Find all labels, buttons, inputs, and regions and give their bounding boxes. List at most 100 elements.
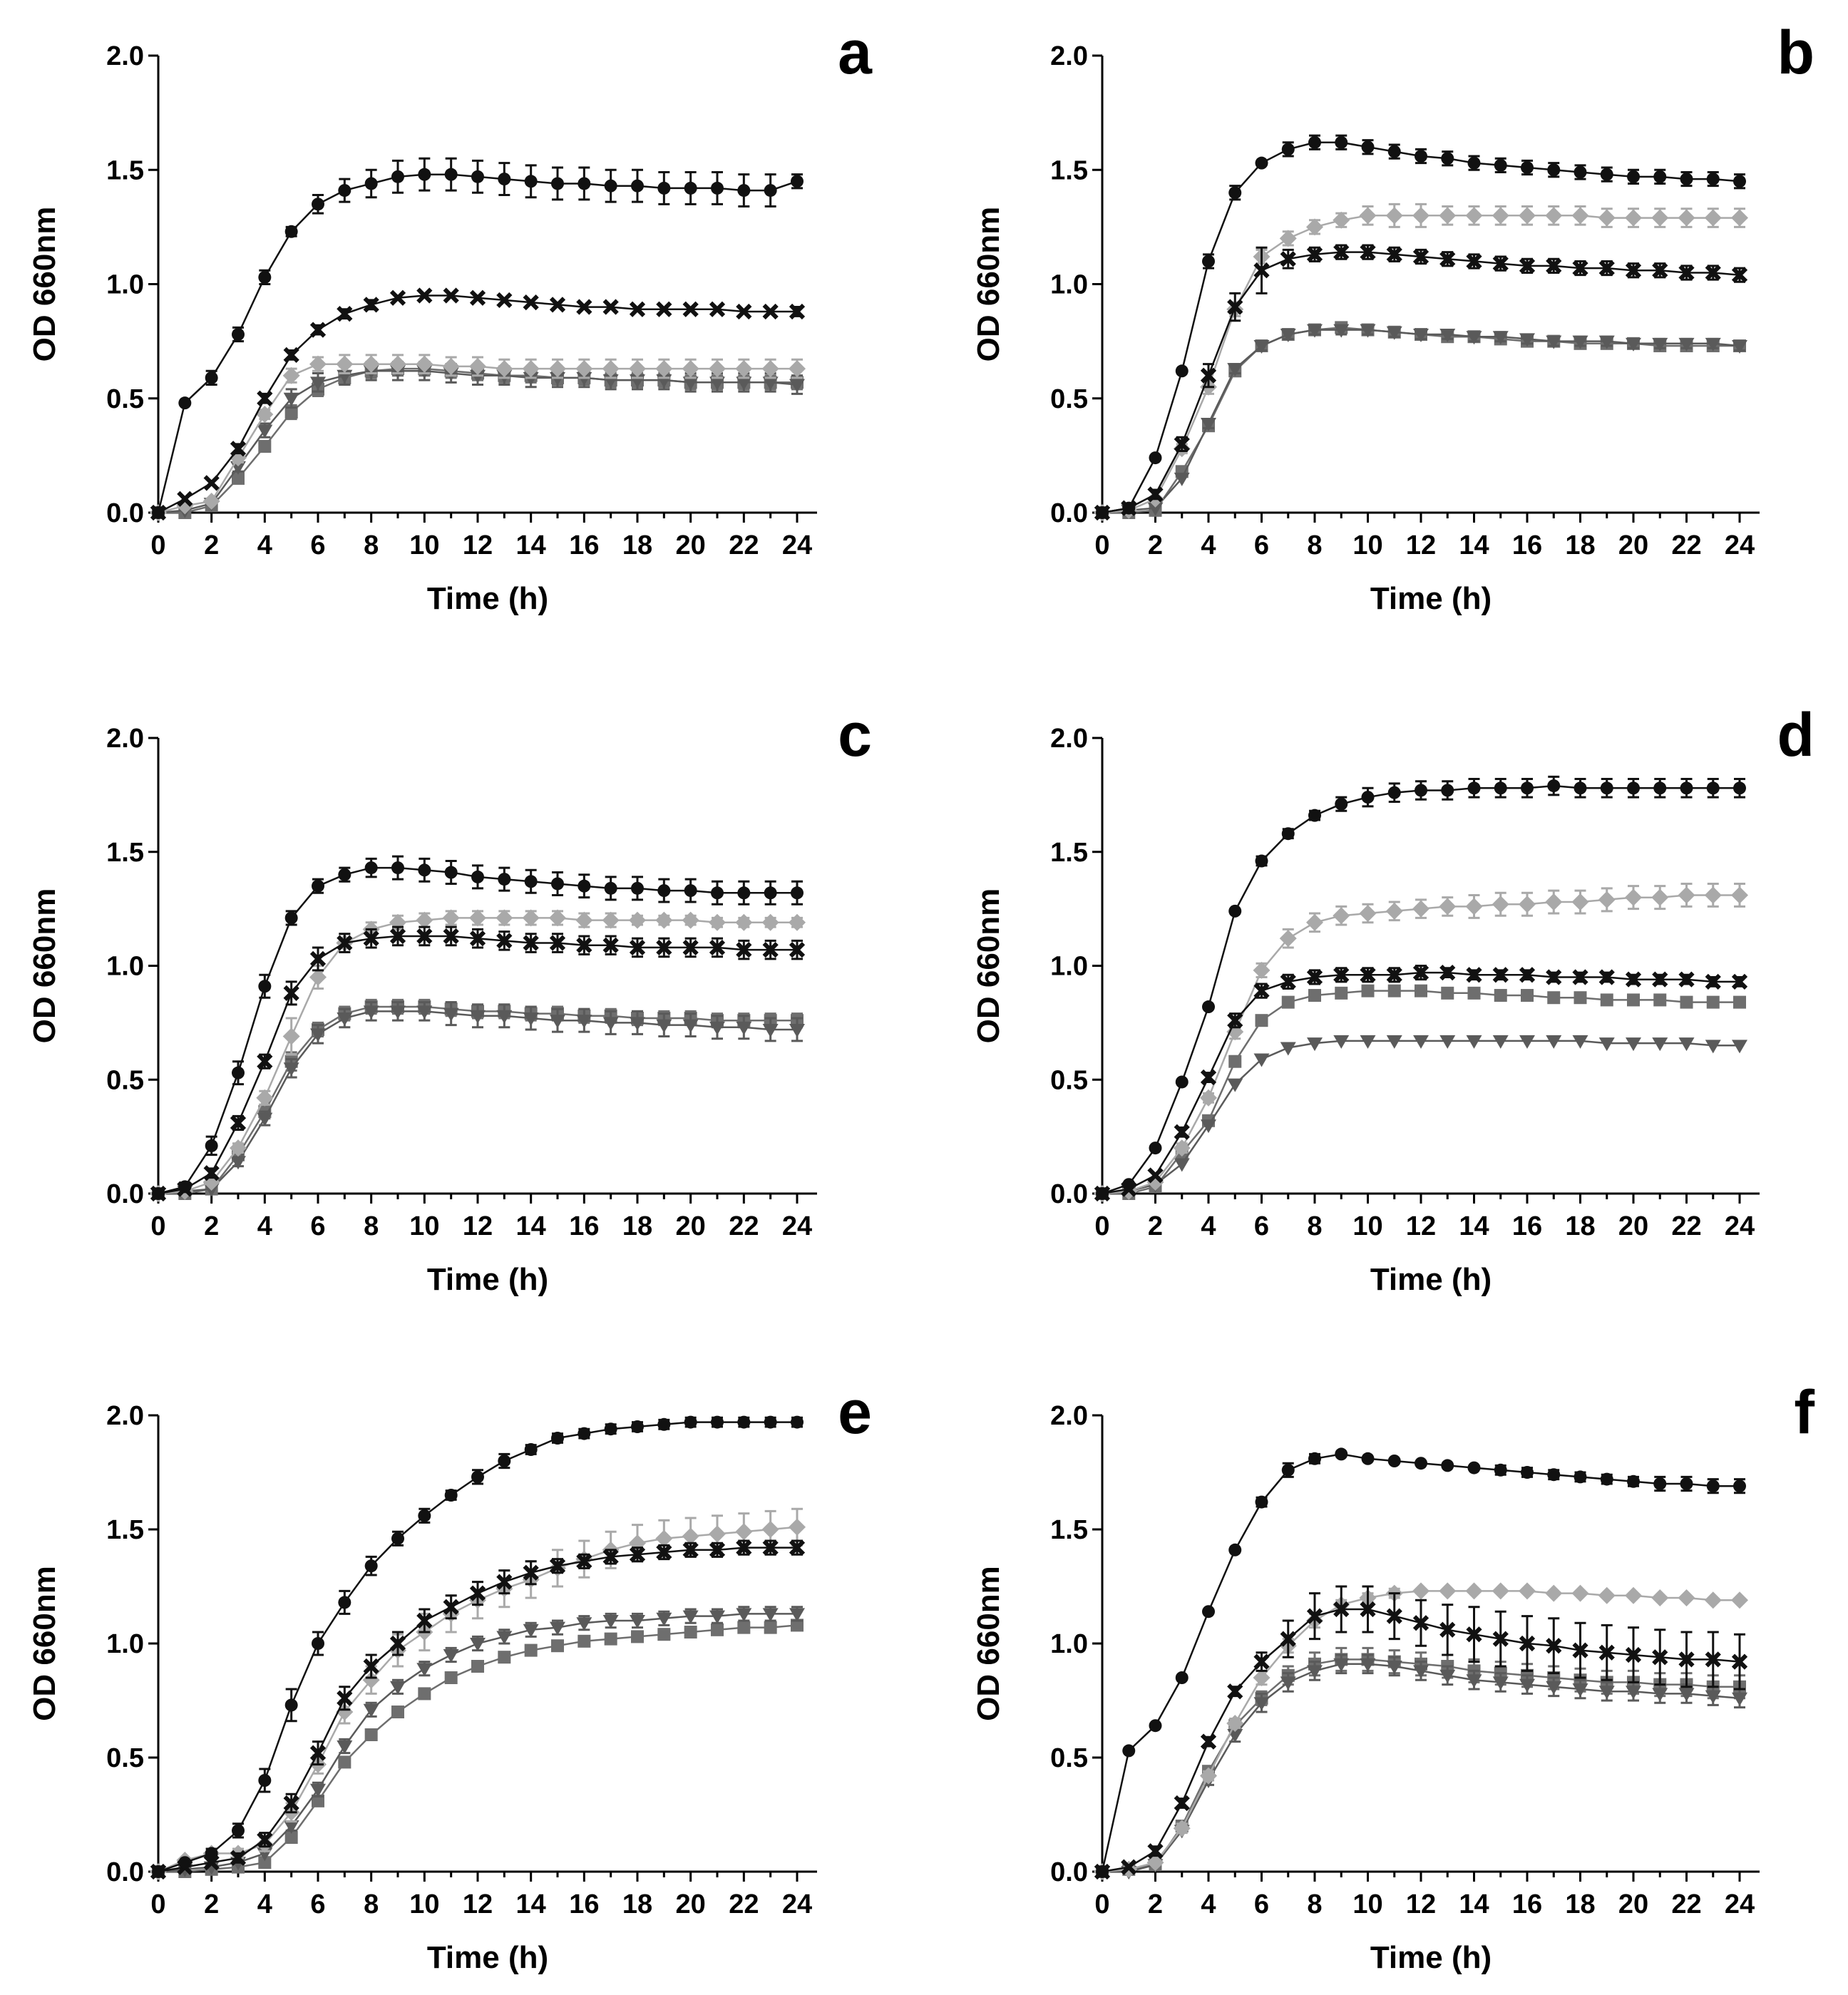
data-point xyxy=(762,1539,779,1556)
data-point xyxy=(761,360,779,378)
data-point xyxy=(230,441,247,457)
data-point xyxy=(789,360,806,378)
data-point xyxy=(471,1470,484,1484)
data-point xyxy=(1174,472,1190,486)
data-point xyxy=(1547,779,1561,793)
data-point xyxy=(1335,797,1348,811)
data-point xyxy=(1547,163,1561,177)
x-axis-title: Time (h) xyxy=(1370,1940,1492,1975)
x-tick-label: 16 xyxy=(1512,530,1542,560)
y-tick-label: 2.0 xyxy=(1050,724,1088,754)
data-point xyxy=(469,357,486,375)
data-point xyxy=(735,913,753,931)
data-point xyxy=(524,875,538,888)
data-point xyxy=(1281,143,1295,156)
data-point xyxy=(1386,1661,1402,1674)
data-point xyxy=(578,879,591,893)
y-tick-label: 0.0 xyxy=(1050,1857,1088,1887)
data-point xyxy=(630,1615,645,1629)
data-point xyxy=(1733,995,1746,1009)
series-series-2 xyxy=(150,925,806,1202)
data-point xyxy=(1255,854,1268,868)
x-tick-label: 12 xyxy=(1406,530,1436,560)
data-point xyxy=(522,360,540,378)
data-point xyxy=(202,492,220,510)
data-point xyxy=(631,881,644,895)
data-point xyxy=(631,1630,644,1643)
data-point xyxy=(1308,809,1321,822)
data-point xyxy=(629,911,646,929)
panel-letter: c xyxy=(838,701,872,769)
data-point xyxy=(789,1023,805,1037)
data-point xyxy=(629,360,646,378)
chart-panel-e: 0.00.51.01.52.00 2 4 6 8 10 12 14 16 18 20 22 24Time… xyxy=(27,1378,872,1975)
data-point xyxy=(337,1690,353,1706)
panel-letter: e xyxy=(838,1378,872,1447)
y-tick-label: 0.5 xyxy=(1050,1743,1088,1773)
data-point xyxy=(1149,1142,1162,1155)
data-point xyxy=(1306,913,1323,931)
panel-letter: f xyxy=(1794,1378,1814,1447)
data-point xyxy=(576,1617,592,1631)
data-point xyxy=(442,357,460,375)
data-point xyxy=(1200,1089,1217,1107)
data-point xyxy=(364,1728,378,1741)
data-point xyxy=(309,1745,327,1761)
x-tick-label: 24 xyxy=(1725,530,1755,560)
data-point xyxy=(1494,158,1507,172)
data-point xyxy=(1494,1463,1507,1477)
data-point xyxy=(1494,781,1507,795)
data-point xyxy=(711,886,724,900)
data-point xyxy=(1307,1665,1323,1679)
x-tick-label: 16 xyxy=(569,1211,599,1241)
data-point xyxy=(391,170,404,183)
data-point xyxy=(1521,161,1534,175)
data-point xyxy=(709,360,726,378)
x-tick-label: 18 xyxy=(622,530,652,560)
data-point xyxy=(1492,1631,1509,1647)
y-axis-title: OD 660nm xyxy=(971,1566,1006,1721)
x-tick-label: 20 xyxy=(1618,530,1648,560)
x-tick-label: 20 xyxy=(1618,1211,1648,1241)
data-point xyxy=(1386,246,1402,262)
data-point xyxy=(1704,1591,1722,1609)
data-point xyxy=(657,884,671,898)
data-point xyxy=(709,1542,726,1558)
data-point xyxy=(443,1599,459,1615)
data-point xyxy=(682,1610,699,1624)
data-point xyxy=(736,303,752,320)
data-point xyxy=(1627,1475,1640,1488)
x-tick-label: 10 xyxy=(1352,1211,1382,1241)
data-point xyxy=(1333,907,1350,925)
data-point xyxy=(1546,1638,1562,1654)
data-point xyxy=(257,1053,273,1070)
data-point xyxy=(1652,1037,1668,1052)
data-point xyxy=(389,928,406,945)
data-point xyxy=(1412,1582,1429,1600)
data-point xyxy=(1201,1119,1216,1134)
data-point xyxy=(177,491,193,507)
data-point xyxy=(496,1574,513,1590)
data-point xyxy=(230,1850,247,1866)
data-point xyxy=(1678,209,1695,227)
y-tick-label: 2.0 xyxy=(1050,41,1088,71)
data-point xyxy=(470,1638,486,1651)
data-point xyxy=(549,297,566,313)
data-point xyxy=(1333,244,1350,260)
data-point xyxy=(1200,367,1217,384)
data-point xyxy=(1412,964,1429,981)
data-point xyxy=(1413,1665,1429,1679)
data-point xyxy=(1705,973,1721,990)
data-point xyxy=(1706,781,1720,795)
data-point xyxy=(1147,486,1164,503)
data-point xyxy=(338,1596,351,1609)
data-point xyxy=(1572,969,1588,985)
data-point xyxy=(682,911,699,929)
x-tick-label: 2 xyxy=(1148,1889,1163,1919)
data-point xyxy=(1678,1037,1695,1052)
series-line xyxy=(158,1526,798,1873)
data-point xyxy=(1122,1178,1136,1191)
series-line xyxy=(1102,141,1740,514)
y-tick-label: 1.0 xyxy=(106,270,144,300)
data-point xyxy=(282,366,300,384)
